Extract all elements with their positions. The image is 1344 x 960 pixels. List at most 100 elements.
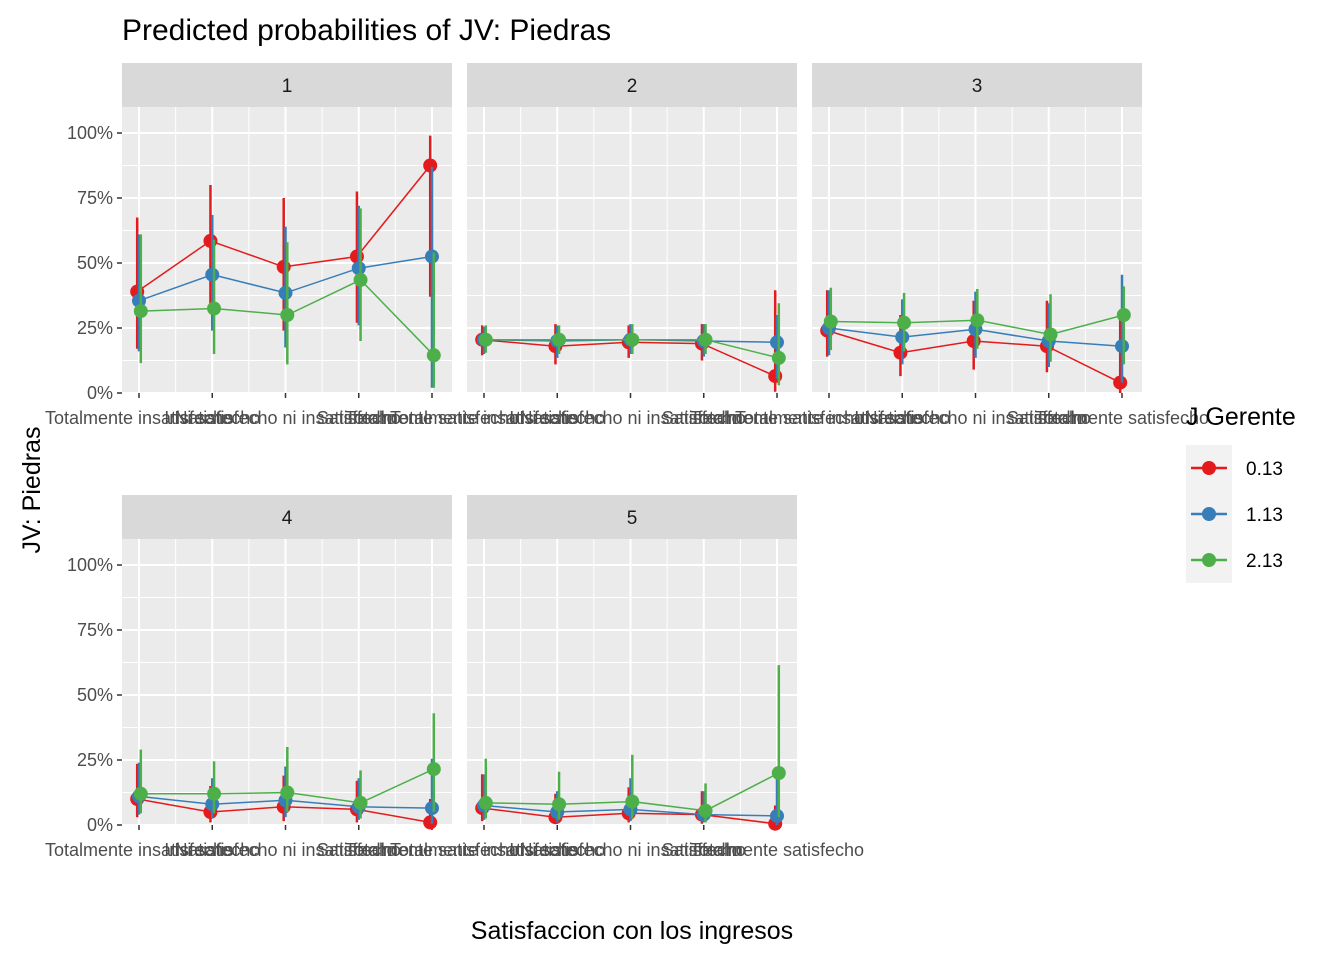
data-point — [698, 332, 713, 347]
x-tick-label: Totalmente satisfecho — [1035, 408, 1209, 428]
data-point — [1116, 308, 1131, 322]
data-point — [280, 308, 295, 322]
x-tick-label: Satisfecho — [317, 408, 401, 428]
x-tick-label: Satisfecho — [662, 408, 746, 428]
data-point — [425, 801, 439, 816]
y-tick-label: 25% — [77, 750, 113, 770]
x-tick-label: Totalmente satisfecho — [690, 408, 864, 428]
x-tick-label: Totalmente insatisfecho — [45, 840, 233, 860]
data-point — [278, 285, 293, 300]
x-tick-label: Insatisfecho — [854, 408, 950, 428]
series-0.13 — [130, 135, 438, 349]
panel-strip — [467, 63, 797, 107]
legend-label: 2.13 — [1246, 551, 1283, 572]
panel-4: 4 0% 25% 50% 75% 100% Totalmente insatisfechoI… — [45, 495, 519, 860]
x-tick-label: Ni satisfecho ni insatisfecho — [174, 408, 396, 428]
data-point — [625, 332, 640, 347]
x-tick-label: Ni satisfecho ni insatisfecho — [519, 840, 741, 860]
legend-key-point — [1202, 461, 1216, 475]
y-tick-label: 50% — [77, 253, 113, 273]
data-point — [698, 803, 713, 818]
data-point — [478, 795, 493, 810]
data-point — [552, 797, 567, 812]
data-point — [207, 301, 222, 316]
panel-strip-label: 5 — [627, 508, 638, 529]
data-point — [478, 332, 493, 347]
data-point — [425, 249, 439, 264]
y-tick-label: 0% — [87, 815, 113, 835]
data-point — [770, 808, 784, 823]
series-2.13 — [478, 303, 786, 386]
legend: J Gerente 0.13 1.13 2.13 — [1186, 403, 1296, 583]
panel-strip — [467, 495, 797, 539]
x-tick-label: Ni satisfecho ni insatisfecho — [174, 840, 396, 860]
x-tick-label: Totalmente satisfecho — [690, 840, 864, 860]
legend-label: 0.13 — [1246, 459, 1283, 480]
data-point — [132, 293, 146, 308]
panels-layer: 10%25%50%75%100%Totalmente insatisfechoI… — [45, 63, 1209, 860]
x-tick-label: Totalmente insatisfecho — [390, 408, 578, 428]
x-tick-label: Ni satisfecho ni insatisfecho — [864, 408, 1086, 428]
data-point — [133, 786, 148, 801]
data-point — [768, 369, 783, 384]
series-2.13 — [478, 665, 786, 823]
data-point — [423, 815, 438, 830]
x-tick-label: Totalmente satisfecho — [345, 408, 519, 428]
data-point — [207, 786, 222, 801]
x-tick-label: Satisfecho — [662, 840, 746, 860]
panel-strip — [122, 63, 452, 107]
panel-background — [812, 107, 1142, 393]
data-point — [1115, 339, 1129, 354]
legend-key-point — [1202, 553, 1216, 567]
panel-strip-label: 1 — [282, 76, 293, 97]
y-tick-label: 100% — [67, 123, 113, 143]
x-tick-label: Totalmente insatisfecho — [45, 408, 233, 428]
panel-1: 1 0% 25% 50% 75% 100% Totalmente insatisfechoI… — [45, 63, 519, 428]
data-point — [771, 350, 786, 365]
data-point — [823, 314, 838, 329]
data-point — [351, 261, 366, 276]
x-tick-label: Ni satisfecho ni insatisfecho — [519, 408, 741, 428]
data-point — [205, 267, 220, 282]
data-point — [1043, 327, 1058, 342]
chart-title: Predicted probabilities of JV: Piedras — [122, 14, 611, 47]
series-2.13 — [133, 208, 441, 388]
y-tick-label: 100% — [67, 555, 113, 575]
y-tick-label: 0% — [87, 383, 113, 403]
data-point — [349, 249, 364, 264]
x-tick-label: Insatisfecho — [509, 408, 605, 428]
data-point — [970, 313, 985, 328]
data-point — [966, 334, 981, 348]
y-tick-label: 75% — [77, 188, 113, 208]
data-point — [280, 785, 295, 800]
data-point — [895, 330, 910, 345]
data-point — [426, 348, 441, 363]
y-tick-label: 50% — [77, 685, 113, 705]
series-2.13 — [823, 286, 1131, 365]
legend-title: J Gerente — [1186, 403, 1296, 431]
legend-key-point — [1202, 507, 1216, 521]
panel-strip-label: 4 — [282, 508, 293, 529]
x-tick-label: Totalmente insatisfecho — [390, 840, 578, 860]
x-tick-label: Insatisfecho — [164, 840, 260, 860]
x-tick-label: Insatisfecho — [509, 840, 605, 860]
series-2.13 — [133, 713, 441, 819]
data-point — [205, 797, 220, 812]
data-point — [423, 158, 438, 173]
legend-label: 1.13 — [1246, 505, 1283, 526]
data-point — [353, 795, 368, 810]
data-point — [770, 335, 784, 350]
data-point — [353, 272, 368, 287]
data-point — [203, 233, 218, 248]
panel-strip-label: 3 — [972, 76, 983, 97]
x-tick-label: Insatisfecho — [164, 408, 260, 428]
x-tick-label: Satisfecho — [317, 840, 401, 860]
y-tick-label: 25% — [77, 318, 113, 338]
data-point — [552, 332, 567, 347]
data-point — [133, 304, 148, 319]
panel-strip — [122, 495, 452, 539]
